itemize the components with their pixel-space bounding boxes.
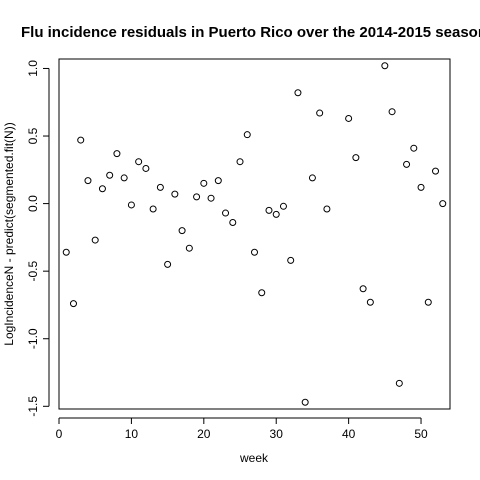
y-tick-label: 0.5 [26,127,40,144]
data-point [417,183,425,191]
data-point [366,298,374,306]
x-tick-label: 40 [342,427,356,441]
data-point [214,177,222,185]
data-point [272,210,280,218]
data-point [164,260,172,268]
data-point [294,89,302,97]
data-point [308,174,316,182]
data-point [381,62,389,70]
plot-frame [58,58,451,410]
data-point [395,379,403,387]
x-axis-label: week [239,451,269,465]
data-point [127,201,135,209]
data-point [62,248,70,256]
data-point [193,193,201,201]
data-point [142,164,150,172]
data-point [77,136,85,144]
data-point [207,194,215,202]
data-point [113,150,121,158]
y-tick-label: 1.0 [26,60,40,77]
data-point [84,177,92,185]
y-tick-label: -1.0 [26,328,40,349]
data-point [359,285,367,293]
data-point [229,219,237,227]
data-point [388,108,396,116]
data-point [287,256,295,264]
data-point [236,158,244,166]
y-axis: -1.5 -1.0 -0.5 0.0 0.5 1.0 [26,60,50,417]
data-point [120,174,128,182]
data-point [279,202,287,210]
data-point [69,300,77,308]
data-point [424,298,432,306]
x-axis: 0 10 20 30 40 50 [56,417,428,441]
data-point [316,109,324,117]
data-point [265,206,273,214]
data-point [200,179,208,187]
data-point [243,131,251,139]
data-point [106,171,114,179]
x-tick-label: 0 [56,427,63,441]
data-point [251,248,258,256]
data-point [156,183,164,191]
data-point [98,185,106,193]
x-tick-label: 30 [270,427,284,441]
x-tick-label: 10 [125,427,139,441]
y-axis-label: LogIncidenceN - predict(segmented.fit(N)… [2,122,16,345]
data-point [345,114,353,122]
data-point [91,236,99,244]
y-tick-label: 0.0 [26,195,40,212]
chart-title: Flu incidence residuals in Puerto Rico o… [21,24,480,41]
data-point [323,205,331,213]
data-point [301,398,309,406]
x-tick-label: 50 [414,427,428,441]
y-tick-label: -0.5 [26,261,40,282]
data-point [258,289,266,297]
data-point [410,144,418,152]
data-point [222,209,230,217]
data-points [62,62,447,406]
data-point [432,167,440,175]
data-point [149,205,157,213]
y-tick-label: -1.5 [26,396,40,417]
data-point [403,160,411,168]
data-point [439,200,447,208]
data-point [135,158,143,166]
data-point [171,190,179,198]
data-point [178,227,186,235]
data-point [352,154,360,162]
x-tick-label: 20 [197,427,211,441]
data-point [185,244,193,252]
